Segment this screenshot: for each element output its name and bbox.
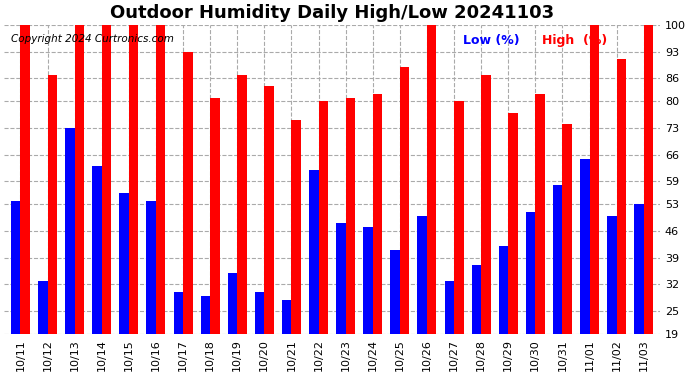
Bar [363, 227, 373, 375]
Text: Copyright 2024 Curtronics.com: Copyright 2024 Curtronics.com [11, 34, 174, 44]
Bar [454, 101, 464, 375]
Bar [237, 75, 247, 375]
Text: Low (%): Low (%) [463, 34, 520, 47]
Bar [472, 266, 481, 375]
Bar [526, 212, 535, 375]
Bar [634, 204, 644, 375]
Bar [509, 113, 518, 375]
Bar [101, 25, 111, 375]
Bar [255, 292, 264, 375]
Bar [373, 94, 382, 375]
Bar [264, 86, 274, 375]
Bar [553, 185, 562, 375]
Bar [309, 170, 319, 375]
Bar [210, 98, 219, 375]
Bar [427, 25, 436, 375]
Bar [346, 98, 355, 375]
Bar [146, 201, 156, 375]
Bar [336, 224, 346, 375]
Bar [417, 216, 427, 375]
Text: High  (%): High (%) [542, 34, 607, 47]
Bar [183, 52, 193, 375]
Bar [75, 25, 84, 375]
Bar [38, 280, 48, 375]
Bar [535, 94, 545, 375]
Bar [228, 273, 237, 375]
Bar [92, 166, 101, 375]
Bar [156, 25, 166, 375]
Bar [129, 25, 138, 375]
Bar [617, 59, 626, 375]
Bar [201, 296, 210, 375]
Bar [65, 128, 75, 375]
Bar [391, 250, 400, 375]
Bar [119, 193, 129, 375]
Bar [644, 25, 653, 375]
Bar [48, 75, 57, 375]
Bar [589, 25, 599, 375]
Bar [580, 159, 589, 375]
Title: Outdoor Humidity Daily High/Low 20241103: Outdoor Humidity Daily High/Low 20241103 [110, 4, 554, 22]
Bar [11, 201, 21, 375]
Bar [319, 101, 328, 375]
Bar [499, 246, 509, 375]
Bar [481, 75, 491, 375]
Bar [562, 124, 572, 375]
Bar [282, 300, 291, 375]
Bar [400, 67, 409, 375]
Bar [21, 25, 30, 375]
Bar [607, 216, 617, 375]
Bar [444, 280, 454, 375]
Bar [174, 292, 183, 375]
Bar [291, 120, 301, 375]
